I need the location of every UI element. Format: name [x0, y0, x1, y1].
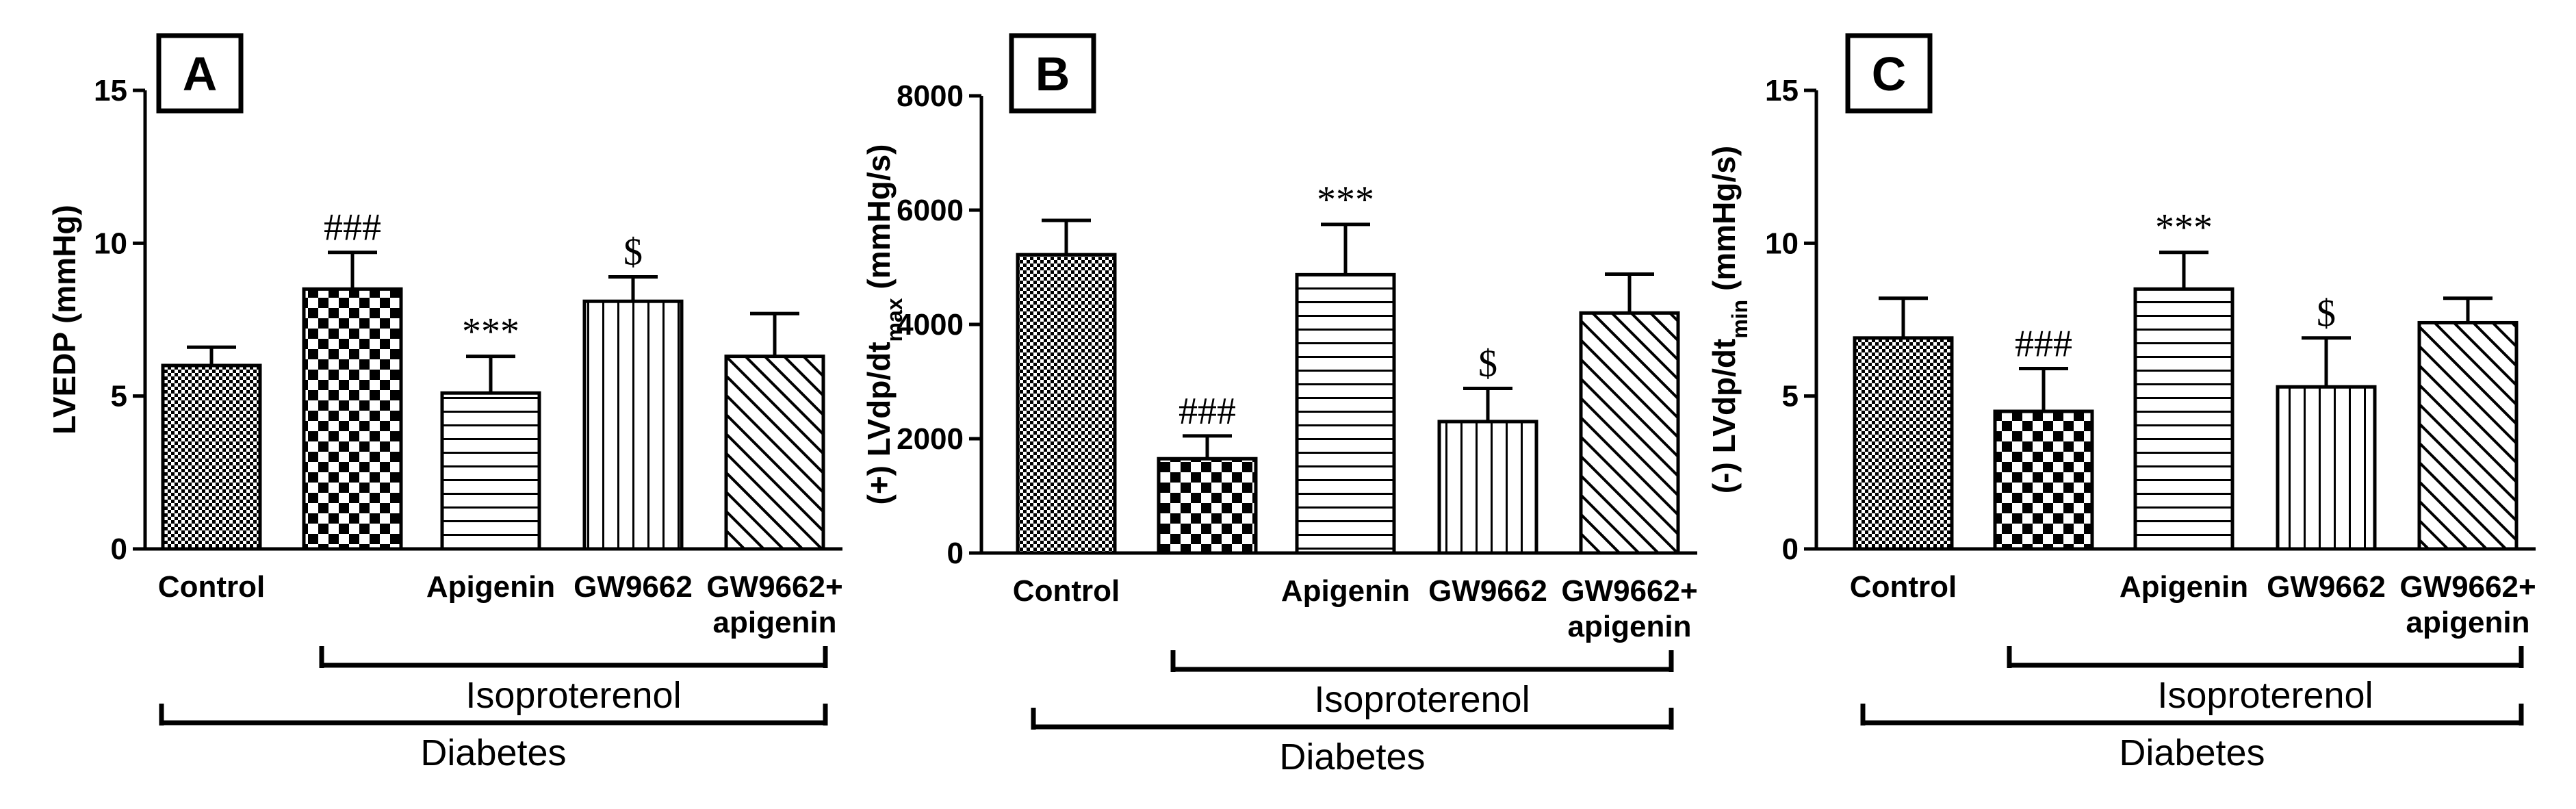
- category-label: GW9662+: [2399, 570, 2536, 604]
- category-label: GW9662: [574, 570, 693, 604]
- y-tick-label: 8000: [897, 79, 964, 113]
- bar: [1016, 253, 1117, 555]
- y-tick-label: 10: [94, 227, 127, 260]
- y-tick-label: 0: [947, 537, 964, 570]
- significance-label: ***: [2155, 207, 2213, 249]
- bar: [1157, 457, 1258, 555]
- isoproterenol-group-label: Isoproterenol: [2157, 675, 2373, 716]
- bar: [582, 299, 684, 551]
- category-label: apigenin: [2406, 606, 2530, 639]
- panel-letter-box: [1845, 33, 1933, 114]
- y-axis-label-unit: (mmHg/s): [1706, 146, 1742, 300]
- significance-label: ***: [1317, 179, 1374, 221]
- bar: [1993, 409, 2094, 551]
- bar: [724, 355, 825, 551]
- significance-label: $: [2317, 292, 2336, 335]
- y-axis-label-main: (+) LVdp/dt: [861, 342, 897, 504]
- y-tick-label: 2000: [897, 422, 964, 456]
- significance-label: ###: [2015, 322, 2072, 365]
- category-label: Control: [1013, 574, 1120, 608]
- panel-a: 0 5 10 15 Control ### *** Apigenin $ GW9662 GW9662…: [47, 33, 843, 773]
- panel-letter: A: [183, 47, 218, 101]
- panel-letter: B: [1035, 47, 1070, 101]
- y-axis-label-subscript: min: [1727, 300, 1752, 339]
- y-axis-label-main: LVEDP (mmHg): [47, 205, 82, 435]
- category-label: GW9662+: [1561, 574, 1697, 608]
- y-axis-label-main: (-) LVdp/dt: [1706, 339, 1742, 494]
- y-tick-label: 5: [1782, 380, 1799, 413]
- panel-letter-box: [1009, 33, 1096, 114]
- isoproterenol-group-label: Isoproterenol: [465, 675, 681, 716]
- bar: [1579, 311, 1680, 555]
- bar: [302, 287, 403, 551]
- significance-label: $: [623, 231, 643, 273]
- diabetes-group-label: Diabetes: [1279, 736, 1425, 778]
- y-axis-label-subscript: max: [882, 298, 907, 342]
- y-tick-label: 15: [1765, 74, 1799, 107]
- y-tick-label: 0: [1782, 532, 1799, 566]
- bar: [2133, 287, 2234, 551]
- y-axis-label-unit: (mmHg/s): [861, 144, 897, 298]
- category-label: Control: [158, 570, 265, 604]
- y-tick-label: 0: [111, 532, 127, 566]
- significance-label: $: [1478, 343, 1497, 385]
- significance-label: ###: [1178, 390, 1236, 433]
- y-tick-label: 15: [94, 74, 127, 107]
- bar: [1295, 272, 1396, 555]
- y-axis-label: LVEDP (mmHg): [47, 205, 82, 435]
- isoproterenol-group-label: Isoproterenol: [1314, 679, 1530, 720]
- y-tick-label: 10: [1765, 227, 1799, 260]
- panel-b: 0 2000 4000 6000 8000 Control ### *** Apigenin $ G…: [861, 33, 1698, 778]
- bar: [2417, 320, 2519, 551]
- category-label: Apigenin: [2120, 570, 2248, 604]
- category-label: apigenin: [713, 606, 837, 639]
- panel-c: 0 5 10 15 Control ### *** Apigenin $ GW9662 GW9662…: [1706, 33, 2536, 773]
- category-label: GW9662: [1428, 574, 1547, 608]
- diabetes-group-label: Diabetes: [2119, 732, 2265, 773]
- significance-label: ***: [462, 311, 519, 353]
- significance-label: ###: [324, 207, 381, 249]
- y-tick-label: 4000: [897, 308, 964, 342]
- y-axis-label: (-) LVdp/dtmin (mmHg/s): [1706, 146, 1752, 493]
- bar: [1437, 420, 1538, 555]
- y-tick-label: 5: [111, 380, 127, 413]
- panel-letter: C: [1872, 47, 1907, 101]
- panel-letter-box: [156, 33, 244, 114]
- bar: [2276, 385, 2377, 551]
- category-label: apigenin: [1568, 610, 1692, 643]
- category-label: GW9662+: [706, 570, 842, 604]
- bar: [1853, 336, 1954, 551]
- category-label: GW9662: [2267, 570, 2386, 604]
- bar: [161, 363, 262, 551]
- category-label: Apigenin: [1281, 574, 1410, 608]
- y-axis-label: (+) LVdp/dtmax (mmHg/s): [861, 144, 907, 505]
- category-label: Apigenin: [426, 570, 555, 604]
- category-label: Control: [1850, 570, 1957, 604]
- bar: [440, 391, 541, 551]
- y-tick-label: 6000: [897, 194, 964, 227]
- diabetes-group-label: Diabetes: [420, 732, 566, 773]
